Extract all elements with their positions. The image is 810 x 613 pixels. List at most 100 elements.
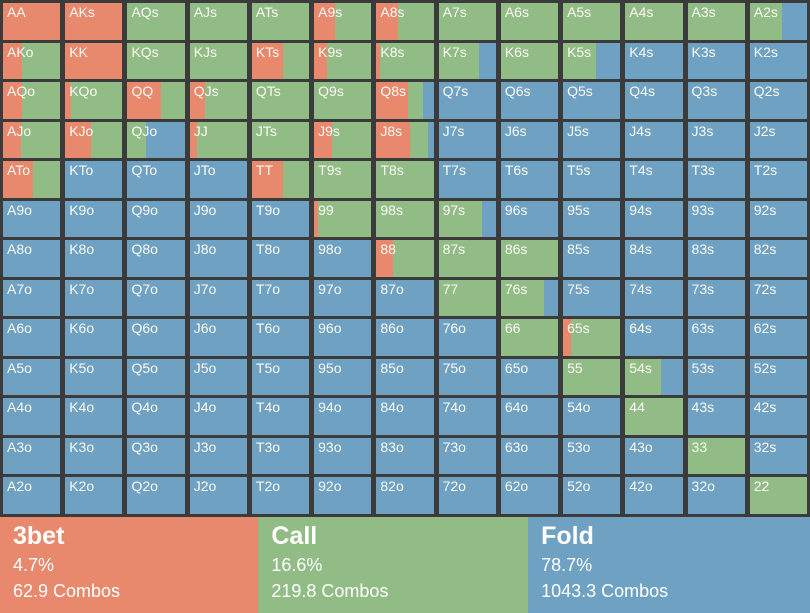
hand-cell-AJs[interactable]: AJs	[189, 3, 247, 40]
hand-cell-88[interactable]: 88	[376, 240, 434, 277]
hand-cell-55[interactable]: 55	[563, 358, 621, 396]
hand-cell-75o[interactable]: 75o	[438, 358, 496, 396]
hand-cell-Q3s[interactable]: Q3s	[687, 82, 745, 119]
hand-cell-K5o[interactable]: K5o	[65, 358, 123, 396]
hand-cell-44[interactable]: 44	[625, 398, 683, 435]
hand-cell-AKs[interactable]: AKs	[65, 3, 123, 40]
hand-cell-65o[interactable]: 65o	[500, 358, 559, 396]
hand-cell-T5s[interactable]: T5s	[563, 161, 621, 198]
hand-cell-QTo[interactable]: QTo	[127, 161, 185, 198]
hand-cell-A5s[interactable]: A5s	[563, 3, 621, 40]
hand-cell-J5o[interactable]: J5o	[189, 358, 247, 396]
hand-cell-97o[interactable]: 97o	[314, 279, 372, 317]
hand-cell-Q5s[interactable]: Q5s	[563, 82, 621, 119]
hand-cell-76o[interactable]: 76o	[438, 319, 496, 356]
hand-cell-T8s[interactable]: T8s	[376, 161, 434, 198]
hand-cell-66[interactable]: 66	[500, 319, 559, 356]
hand-cell-K8s[interactable]: K8s	[376, 42, 434, 80]
hand-cell-KTs[interactable]: KTs	[251, 42, 310, 80]
hand-cell-84o[interactable]: 84o	[376, 398, 434, 435]
hand-cell-62s[interactable]: 62s	[749, 319, 807, 356]
hand-cell-64s[interactable]: 64s	[625, 319, 683, 356]
hand-cell-42o[interactable]: 42o	[625, 477, 683, 514]
hand-cell-T7o[interactable]: T7o	[251, 279, 310, 317]
hand-cell-83s[interactable]: 83s	[687, 240, 745, 277]
hand-cell-82o[interactable]: 82o	[376, 477, 434, 514]
hand-cell-77[interactable]: 77	[438, 279, 496, 317]
hand-cell-QJs[interactable]: QJs	[189, 82, 247, 119]
hand-cell-85s[interactable]: 85s	[563, 240, 621, 277]
hand-cell-J2s[interactable]: J2s	[749, 121, 807, 159]
hand-cell-Q2o[interactable]: Q2o	[127, 477, 185, 514]
hand-cell-54o[interactable]: 54o	[563, 398, 621, 435]
hand-cell-A8s[interactable]: A8s	[376, 3, 434, 40]
hand-cell-J3o[interactable]: J3o	[189, 437, 247, 475]
hand-cell-A9o[interactable]: A9o	[3, 200, 61, 238]
hand-cell-92o[interactable]: 92o	[314, 477, 372, 514]
hand-cell-KJo[interactable]: KJo	[65, 121, 123, 159]
legend-panel-fold[interactable]: Fold 78.7% 1043.3 Combos	[528, 517, 810, 613]
hand-cell-A7o[interactable]: A7o	[3, 279, 61, 317]
hand-cell-Q5o[interactable]: Q5o	[127, 358, 185, 396]
hand-cell-J8o[interactable]: J8o	[189, 240, 247, 277]
hand-cell-A2o[interactable]: A2o	[3, 477, 61, 514]
hand-cell-KTo[interactable]: KTo	[65, 161, 123, 198]
hand-cell-J3s[interactable]: J3s	[687, 121, 745, 159]
hand-cell-K4o[interactable]: K4o	[65, 398, 123, 435]
hand-cell-64o[interactable]: 64o	[500, 398, 559, 435]
legend-panel-call[interactable]: Call 16.6% 219.8 Combos	[258, 517, 529, 613]
hand-cell-K9o[interactable]: K9o	[65, 200, 123, 238]
hand-cell-43s[interactable]: 43s	[687, 398, 745, 435]
hand-cell-J6o[interactable]: J6o	[189, 319, 247, 356]
hand-cell-52o[interactable]: 52o	[563, 477, 621, 514]
hand-cell-87o[interactable]: 87o	[376, 279, 434, 317]
hand-cell-Q9o[interactable]: Q9o	[127, 200, 185, 238]
hand-cell-A3o[interactable]: A3o	[3, 437, 61, 475]
hand-cell-63o[interactable]: 63o	[500, 437, 559, 475]
hand-cell-J2o[interactable]: J2o	[189, 477, 247, 514]
hand-cell-32s[interactable]: 32s	[749, 437, 807, 475]
hand-cell-98s[interactable]: 98s	[376, 200, 434, 238]
hand-cell-K2o[interactable]: K2o	[65, 477, 123, 514]
hand-cell-JJ[interactable]: JJ	[189, 121, 247, 159]
hand-cell-93s[interactable]: 93s	[687, 200, 745, 238]
hand-cell-KQo[interactable]: KQo	[65, 82, 123, 119]
hand-cell-KK[interactable]: KK	[65, 42, 123, 80]
hand-cell-T2o[interactable]: T2o	[251, 477, 310, 514]
hand-cell-QJo[interactable]: QJo	[127, 121, 185, 159]
hand-cell-82s[interactable]: 82s	[749, 240, 807, 277]
hand-cell-95s[interactable]: 95s	[563, 200, 621, 238]
hand-cell-T5o[interactable]: T5o	[251, 358, 310, 396]
hand-cell-A3s[interactable]: A3s	[687, 3, 745, 40]
hand-cell-A5o[interactable]: A5o	[3, 358, 61, 396]
hand-cell-96o[interactable]: 96o	[314, 319, 372, 356]
hand-cell-94s[interactable]: 94s	[625, 200, 683, 238]
hand-cell-63s[interactable]: 63s	[687, 319, 745, 356]
hand-cell-A4o[interactable]: A4o	[3, 398, 61, 435]
hand-cell-84s[interactable]: 84s	[625, 240, 683, 277]
hand-cell-A8o[interactable]: A8o	[3, 240, 61, 277]
hand-cell-K4s[interactable]: K4s	[625, 42, 683, 80]
hand-cell-J4s[interactable]: J4s	[625, 121, 683, 159]
hand-cell-K8o[interactable]: K8o	[65, 240, 123, 277]
hand-cell-73o[interactable]: 73o	[438, 437, 496, 475]
hand-cell-JTo[interactable]: JTo	[189, 161, 247, 198]
hand-cell-T8o[interactable]: T8o	[251, 240, 310, 277]
hand-cell-A4s[interactable]: A4s	[625, 3, 683, 40]
hand-cell-99[interactable]: 99	[314, 200, 372, 238]
hand-cell-Q3o[interactable]: Q3o	[127, 437, 185, 475]
hand-cell-AA[interactable]: AA	[3, 3, 61, 40]
hand-cell-T4s[interactable]: T4s	[625, 161, 683, 198]
hand-cell-QTs[interactable]: QTs	[251, 82, 310, 119]
hand-cell-87s[interactable]: 87s	[438, 240, 496, 277]
hand-cell-73s[interactable]: 73s	[687, 279, 745, 317]
hand-cell-62o[interactable]: 62o	[500, 477, 559, 514]
hand-cell-85o[interactable]: 85o	[376, 358, 434, 396]
hand-cell-54s[interactable]: 54s	[625, 358, 683, 396]
hand-cell-J6s[interactable]: J6s	[500, 121, 559, 159]
hand-cell-J7s[interactable]: J7s	[438, 121, 496, 159]
hand-cell-K6o[interactable]: K6o	[65, 319, 123, 356]
hand-cell-J9s[interactable]: J9s	[314, 121, 372, 159]
hand-cell-K6s[interactable]: K6s	[500, 42, 559, 80]
hand-cell-97s[interactable]: 97s	[438, 200, 496, 238]
